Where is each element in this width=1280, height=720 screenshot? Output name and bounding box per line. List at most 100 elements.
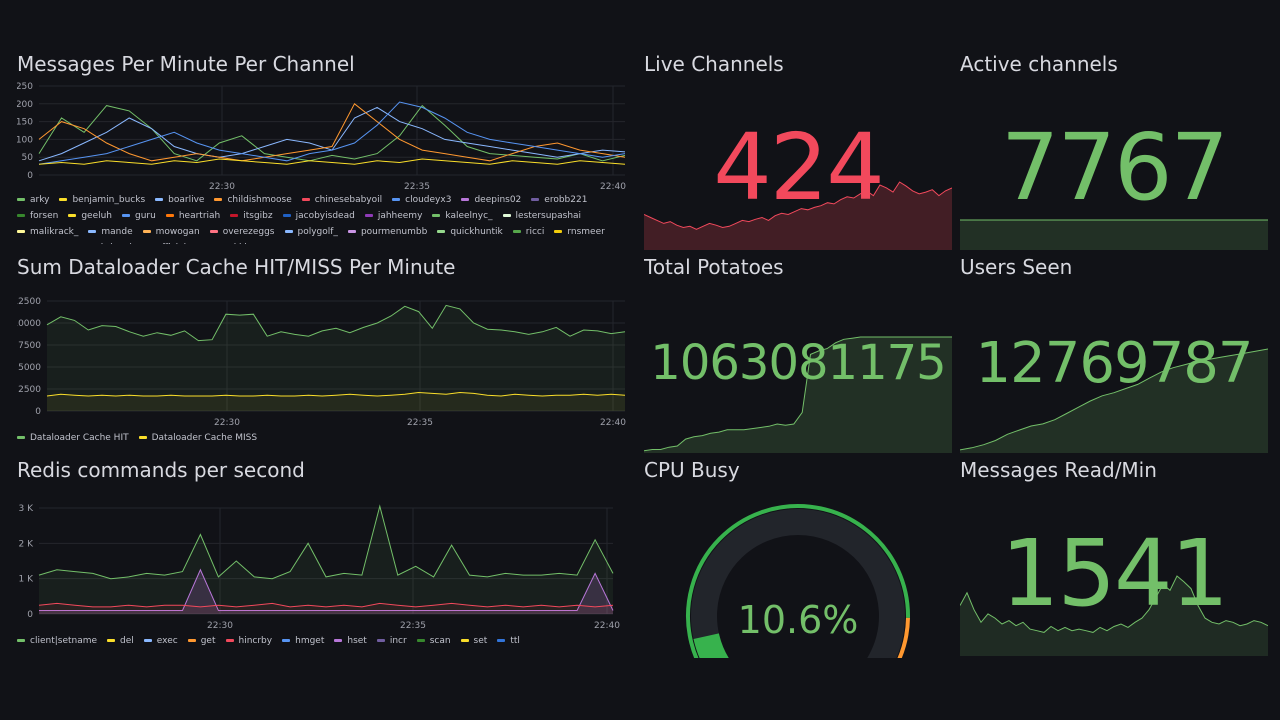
legend-label: client|setname <box>30 636 98 646</box>
legend-swatch <box>17 198 25 201</box>
series-line <box>38 504 614 580</box>
legend-item[interactable]: scan <box>416 633 451 649</box>
legend-item[interactable]: Dataloader Cache MISS <box>138 430 258 445</box>
legend-swatch <box>461 198 470 201</box>
y-tick-label: 0 <box>27 171 33 181</box>
legend-swatch <box>17 639 25 642</box>
legend-label: jacobyisdead <box>295 211 355 221</box>
legend-item[interactable]: kaleelnyc_ <box>432 208 493 224</box>
legend-item[interactable]: client|setname <box>17 633 97 649</box>
legend-swatch <box>497 639 506 642</box>
legend-item[interactable]: lestersupashai <box>502 208 582 224</box>
legend-item[interactable]: mande <box>88 224 133 240</box>
x-tick-label: 22:30 <box>214 418 240 427</box>
legend-item[interactable]: boarlive <box>155 192 204 208</box>
legend-label: rnsmeer <box>567 227 605 237</box>
legend-label: heartriah <box>178 211 221 221</box>
y-tick-label: 50 <box>22 153 34 163</box>
legend-item[interactable]: ttl <box>497 633 520 649</box>
panel-title: Live Channels <box>644 52 784 76</box>
live-channels-panel: Live Channels 424 <box>644 52 952 250</box>
panel-title: Active channels <box>960 52 1118 76</box>
legend-item[interactable]: hset <box>334 633 367 649</box>
legend-item[interactable]: hmget <box>282 633 324 649</box>
legend-label: lestersupashai <box>515 211 582 221</box>
legend-item[interactable]: deepins02 <box>461 192 521 208</box>
legend-swatch <box>437 230 446 233</box>
legend-label: del <box>120 636 134 646</box>
legend-item[interactable]: jacobyisdead <box>282 208 355 224</box>
legend-item[interactable]: exec <box>143 633 178 649</box>
legend-item[interactable]: samukkha <box>196 240 255 244</box>
legend-label: chinesebabyoil <box>314 195 383 205</box>
chart-legend: arky benjamin_bucks boarlive childishmoose c… <box>17 192 629 244</box>
legend-swatch <box>143 639 152 642</box>
messages-chart: 250 200 150 100 50 0 22:30 22:35 22:40 <box>17 82 626 192</box>
legend-item[interactable]: rnsmeer <box>17 240 67 244</box>
legend-label: geeluh <box>81 211 113 221</box>
legend-item[interactable]: rnsmeer <box>554 224 605 240</box>
x-tick-label: 22:40 <box>600 418 626 427</box>
legend-item[interactable]: benjamin_bucks <box>59 192 145 208</box>
y-tick-label: 150 <box>17 118 33 128</box>
legend-item[interactable]: sabrinaalvarezofficial <box>77 240 186 244</box>
threshold-green <box>686 504 911 658</box>
legend-label: benjamin_bucks <box>72 195 146 205</box>
legend-label: mande <box>101 227 133 237</box>
x-tick-label: 22:35 <box>400 621 426 631</box>
legend-swatch <box>187 639 196 642</box>
legend-item[interactable]: Dataloader Cache HIT <box>17 430 129 445</box>
legend-item[interactable]: quickhuntik <box>437 224 503 240</box>
x-tick-label: 22:35 <box>404 182 430 192</box>
active-channels-value: 7767 <box>1000 114 1229 221</box>
sparkline-area <box>960 349 1268 453</box>
panel-title: CPU Busy <box>644 458 740 482</box>
total-potatoes-sparkline <box>644 336 952 453</box>
y-tick-label: 12500 <box>17 297 41 307</box>
panel-title: Users Seen <box>960 255 1073 279</box>
x-tick-label: 22:35 <box>407 418 433 427</box>
gauge-value <box>693 632 729 658</box>
legend-label: Dataloader Cache MISS <box>151 433 258 443</box>
legend-item[interactable]: forsen <box>17 208 58 224</box>
legend-swatch <box>376 639 385 642</box>
legend-item[interactable]: chinesebabyoil <box>301 192 383 208</box>
legend-item[interactable]: malikrack_ <box>17 224 78 240</box>
threshold-orange <box>897 617 910 658</box>
legend-swatch <box>155 198 164 201</box>
y-tick-label: 2 K <box>19 539 35 549</box>
legend-item[interactable]: mowogan <box>142 224 200 240</box>
y-tick-label: 5000 <box>18 363 41 373</box>
legend-label: childishmoose <box>227 195 292 205</box>
x-tick-label: 22:30 <box>207 621 233 631</box>
legend-swatch <box>284 230 293 233</box>
legend-swatch <box>214 198 223 201</box>
y-tick-label: 100 <box>17 135 33 145</box>
legend-item[interactable]: erobb221 <box>531 192 587 208</box>
legend-item[interactable]: jahheemy <box>364 208 422 224</box>
legend-label: rnsmeer <box>30 243 67 244</box>
legend-item[interactable]: ricci <box>512 224 545 240</box>
legend-item[interactable]: del <box>107 633 134 649</box>
legend-item[interactable]: pourmenumbb <box>347 224 427 240</box>
legend-label: polygolf_ <box>297 227 338 237</box>
legend-label: ricci <box>525 227 545 237</box>
legend-label: ttl <box>510 636 520 646</box>
legend-item[interactable]: itsgibz <box>230 208 273 224</box>
series-line <box>46 391 626 397</box>
legend-item[interactable]: get <box>187 633 216 649</box>
legend-item[interactable]: cloudeyx3 <box>392 192 451 208</box>
legend-item[interactable]: overezeggs <box>209 224 275 240</box>
legend-item[interactable]: arky <box>17 192 49 208</box>
chart-legend: client|setname del exec get hincrby hmget hset… <box>17 633 629 649</box>
legend-item[interactable]: childishmoose <box>214 192 292 208</box>
legend-item[interactable]: polygolf_ <box>284 224 338 240</box>
users-seen-panel: Users Seen 12769787 <box>960 255 1268 453</box>
legend-item[interactable]: set <box>460 633 487 649</box>
legend-item[interactable]: hincrby <box>225 633 272 649</box>
legend-item[interactable]: geeluh <box>68 208 112 224</box>
legend-item[interactable]: incr <box>376 633 407 649</box>
legend-item[interactable]: heartriah <box>165 208 221 224</box>
legend-item[interactable]: guru <box>122 208 156 224</box>
legend-label: kaleelnyc_ <box>445 211 493 221</box>
